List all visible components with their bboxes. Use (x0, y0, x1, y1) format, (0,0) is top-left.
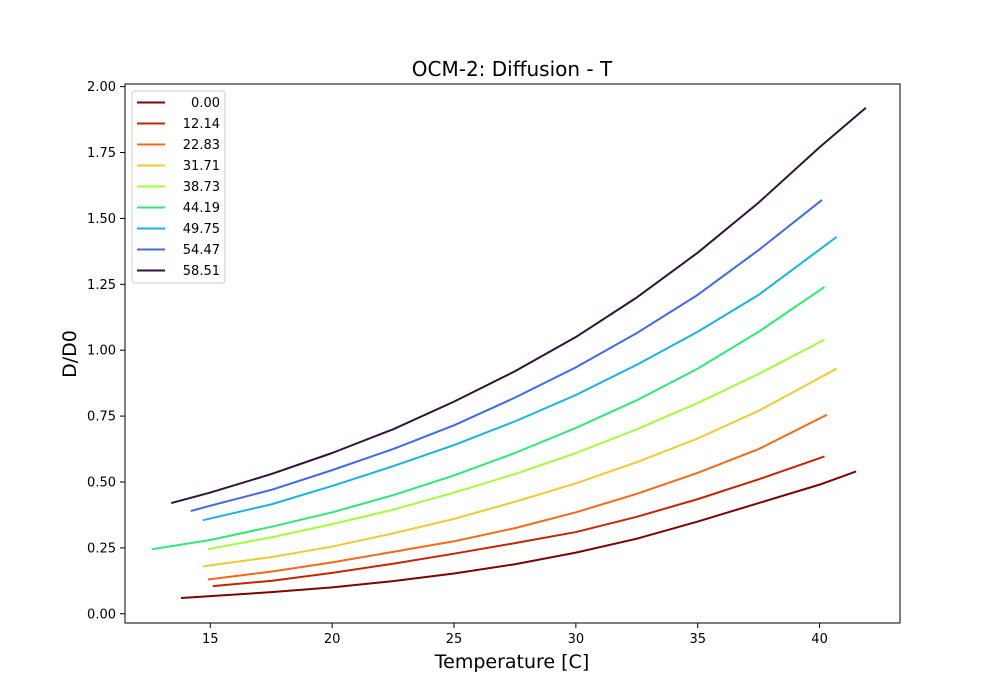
x-tick-label: 40 (811, 632, 828, 647)
legend-label-8: 58.51 (183, 264, 220, 279)
series-line-4 (207, 338, 825, 551)
chart-title: OCM-2: Diffusion - T (412, 57, 613, 81)
legend-label-2: 22.83 (183, 138, 220, 153)
y-tick-label: 0.25 (87, 541, 116, 556)
x-tick-label: 20 (324, 632, 341, 647)
series-line-8 (171, 106, 867, 505)
legend-label-7: 54.47 (183, 243, 220, 258)
legend: 0.00 12.14 22.83 31.71 38.73 44.19 49.75 54.47 5… (131, 90, 226, 284)
y-tick-label: 1.25 (87, 278, 116, 293)
legend-label-4: 38.73 (183, 180, 220, 195)
series-line-2 (207, 413, 828, 581)
y-tick-label: 2.00 (87, 80, 116, 95)
y-axis-label: D/D0 (59, 330, 81, 378)
plot-frame (124, 83, 901, 624)
x-axis-label: Temperature [C] (434, 651, 590, 673)
legend-label-5: 44.19 (183, 201, 220, 216)
series-line-1 (212, 455, 825, 588)
series-line-6 (202, 236, 838, 522)
x-tick-label: 25 (446, 632, 463, 647)
legend-box (131, 90, 226, 284)
x-tick-label: 30 (568, 632, 585, 647)
legend-label-3: 31.71 (183, 159, 220, 174)
legend-label-6: 49.75 (183, 222, 220, 237)
series-line-3 (202, 367, 838, 568)
series-line-0 (180, 470, 857, 599)
series-line-7 (190, 199, 823, 512)
y-tick-label: 0.50 (87, 475, 116, 490)
x-axis-ticks: 15 20 25 30 35 40 (202, 623, 828, 647)
series-line-5 (151, 286, 826, 551)
y-tick-label: 1.50 (87, 212, 116, 227)
x-tick-label: 15 (202, 632, 219, 647)
legend-label-1: 12.14 (183, 117, 220, 132)
y-tick-label: 0.75 (87, 410, 116, 425)
y-tick-label: 0.00 (87, 607, 116, 622)
y-tick-label: 1.00 (87, 344, 116, 359)
legend-label-0: 0.00 (191, 96, 220, 111)
x-tick-label: 35 (689, 632, 706, 647)
y-tick-label: 1.75 (87, 146, 116, 161)
plot-lines (151, 106, 867, 599)
y-axis-ticks: 0.00 0.25 0.50 0.75 1.00 1.25 1.50 1.75 2.00 (87, 80, 125, 622)
